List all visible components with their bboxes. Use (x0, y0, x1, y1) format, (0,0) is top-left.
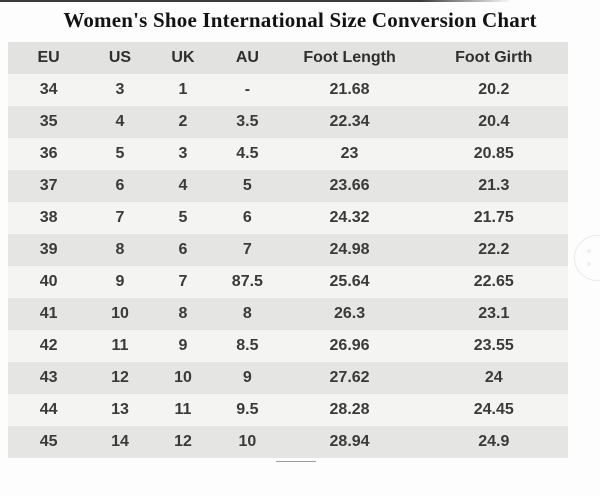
table-cell: 9.5 (236, 401, 259, 418)
table-cell: 35 (39, 113, 58, 130)
table-row: 40 9 7 87.5 25.64 22.65 (8, 266, 568, 298)
table-cell: 87.5 (231, 273, 263, 290)
table-cell: 38 (39, 209, 58, 226)
table-cell: 1 (178, 81, 188, 98)
table-cell: 24.45 (473, 401, 514, 418)
table-cell: 5 (178, 209, 188, 226)
table-cell: 23 (340, 145, 359, 162)
top-edge-line (0, 0, 512, 2)
table-cell: 26.96 (329, 337, 370, 354)
table-row: 41 10 8 8 26.3 23.1 (8, 298, 568, 330)
table-row: 38 7 5 6 24.32 21.75 (8, 202, 568, 234)
table-cell: 14 (111, 433, 129, 450)
table-cell: 20.4 (478, 113, 510, 130)
table-cell: 20.85 (473, 145, 514, 162)
page-title: Women's Shoe International Size Conversi… (63, 8, 537, 32)
table-cell: 9 (178, 337, 188, 354)
table-cell: 9 (115, 273, 125, 290)
table-cell: 3 (178, 145, 188, 162)
column-header: AU (235, 49, 259, 66)
table-header: EU US UK AU Foot Length Foot Girth (8, 42, 568, 74)
table-cell: 23.1 (478, 305, 510, 322)
table-row: 34 3 1 - 21.68 20.2 (8, 74, 568, 106)
table-cell: 6 (115, 177, 125, 194)
table-row: 37 6 4 5 23.66 21.3 (8, 170, 568, 202)
table-cell: 45 (39, 433, 58, 450)
table-cell: 21.75 (473, 209, 514, 226)
column-header: US (108, 49, 132, 66)
table-cell: 12 (111, 369, 129, 386)
table-cell: 3 (115, 81, 125, 98)
table-cell: 8.5 (236, 337, 259, 354)
table-cell: 5 (115, 145, 125, 162)
table-cell: 8 (242, 305, 252, 322)
table-cell: 22.34 (329, 113, 370, 130)
table-cell: 34 (39, 81, 58, 98)
table-cell: 9 (242, 369, 252, 386)
table-cell: 21.68 (329, 81, 370, 98)
table-cell: 11 (111, 337, 129, 354)
table-row: 43 12 10 9 27.62 24 (8, 362, 568, 394)
table-row: 35 4 2 3.5 22.34 20.4 (8, 106, 568, 138)
column-header: Foot Girth (455, 49, 533, 66)
table-cell: 28.94 (329, 433, 370, 450)
table-cell: 6 (178, 241, 188, 258)
table-cell: 4.5 (236, 145, 259, 162)
table-cell: 23.66 (329, 177, 370, 194)
table-cell: 5 (242, 177, 252, 194)
table-cell: 24.9 (478, 433, 510, 450)
table-cell: - (244, 81, 251, 98)
table-cell: 10 (174, 369, 192, 386)
table-row: 42 11 9 8.5 26.96 23.55 (8, 330, 568, 362)
table-cell: 27.62 (329, 369, 370, 386)
table-cell: 6 (242, 209, 252, 226)
size-conversion-table: EU US UK AU Foot Length Foot Girth 34 3 1-21.68… (8, 42, 568, 458)
table-cell: 12 (174, 433, 192, 450)
table-cell: 7 (115, 209, 125, 226)
table-cell: 4 (115, 113, 125, 130)
table-body: 34 3 1-21.68 20.2 35 4 2 3.5 22.34 20.4 36 5 3 4.5 23 2… (8, 74, 568, 458)
table-row: 44 13 11 9.5 28.28 24.45 (8, 394, 568, 426)
table-cell: 10 (238, 433, 257, 450)
table-cell: 24.32 (329, 209, 370, 226)
table-cell: 22.65 (473, 273, 514, 290)
table-cell: 41 (39, 305, 58, 322)
table-cell: 24 (484, 369, 503, 386)
table-cell: 4 (178, 177, 188, 194)
table-cell: 25.64 (329, 273, 370, 290)
column-header: EU (37, 49, 60, 66)
table-cell: 7 (242, 241, 252, 258)
table-cell: 44 (39, 401, 58, 418)
watermark-circle-icon (574, 235, 600, 281)
table-cell: 37 (39, 177, 58, 194)
table-row: 39 8 6 7 24.98 22.2 (8, 234, 568, 266)
table-cell: 10 (111, 305, 129, 322)
table-cell: 43 (39, 369, 58, 386)
table-cell: 2 (178, 113, 188, 130)
table-cell: 21.3 (478, 177, 510, 194)
table-cell: 23.55 (473, 337, 514, 354)
table-header-row: EU US UK AU Foot Length Foot Girth (8, 42, 568, 74)
column-header: Foot Length (303, 49, 396, 66)
table-cell: 28.28 (329, 401, 370, 418)
table-row: 36 5 3 4.5 23 20.85 (8, 138, 568, 170)
table-cell: 36 (39, 145, 58, 162)
table-cell: 11 (174, 401, 192, 418)
table-cell: 24.98 (329, 241, 370, 258)
table-cell: 13 (111, 401, 129, 418)
table-row: 45 14 12 10 28.94 24.9 (8, 426, 568, 458)
table-cell: 8 (178, 305, 188, 322)
column-header: UK (171, 49, 195, 66)
table-cell: 42 (39, 337, 58, 354)
table-cell: 20.2 (478, 81, 510, 98)
table-cell: 40 (39, 273, 58, 290)
table-cell: 26.3 (333, 305, 366, 322)
table-cell: 7 (178, 273, 188, 290)
table-cell: 8 (115, 241, 125, 258)
divider-dash (276, 461, 316, 462)
table-cell: 22.2 (478, 241, 510, 258)
table-cell: 39 (39, 241, 58, 258)
table-cell: 3.5 (236, 113, 259, 130)
